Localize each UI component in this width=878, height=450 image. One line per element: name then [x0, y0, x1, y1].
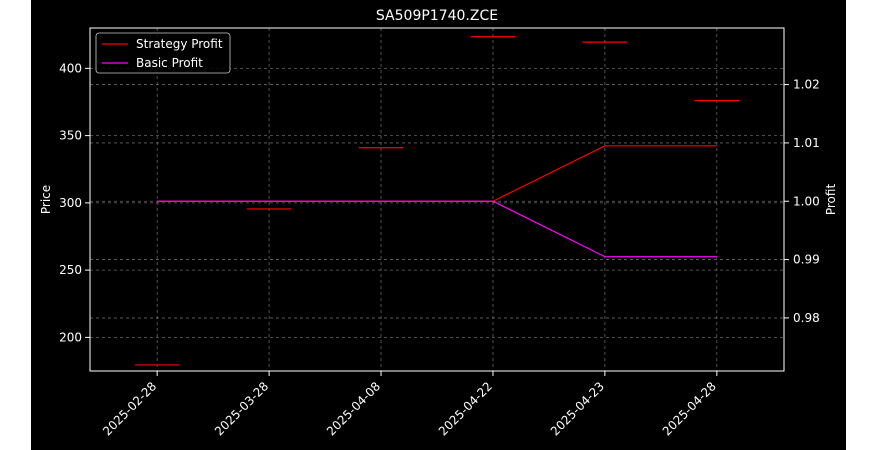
plot-frame	[89, 27, 785, 372]
x-tick-label: 2025-04-23	[548, 379, 607, 438]
x-tick-label: 2025-02-28	[100, 379, 159, 438]
series-line-basic-profit	[157, 200, 717, 258]
y-axis-label-right: Profit	[824, 184, 838, 216]
x-tick-label: 2025-04-08	[324, 379, 383, 438]
chart-canvas: 2025-02-28 2025-03-28 2025-04-08 2025-04-22…	[31, 0, 846, 450]
legend-box	[95, 32, 231, 74]
y-tick-label-right: 0.99	[793, 253, 820, 267]
x-tick-label: 2025-03-28	[212, 379, 271, 438]
x-tick-label: 2025-04-28	[660, 379, 719, 438]
series-line-strategy-profit	[157, 145, 717, 202]
axis-layer: 2025-02-28 2025-03-28 2025-04-08 2025-04-22…	[59, 61, 820, 438]
grid-layer	[90, 28, 784, 371]
legend-label: Basic Profit	[136, 56, 203, 70]
y-tick-label-left: 200	[59, 330, 82, 344]
y-tick-label-right: 1.02	[793, 78, 820, 92]
chart-title: SA509P1740.ZCE	[376, 8, 498, 24]
y-axis-label-left: Price	[39, 185, 53, 214]
y-tick-label-left: 350	[59, 129, 82, 143]
data-layer	[134, 36, 740, 366]
y-tick-label-left: 300	[59, 196, 82, 210]
legend-label: Strategy Profit	[136, 37, 223, 51]
y-tick-label-right: 1.00	[793, 194, 820, 208]
x-tick-label: 2025-04-22	[436, 379, 495, 438]
y-tick-label-left: 400	[59, 61, 82, 75]
chart-svg: 2025-02-28 2025-03-28 2025-04-08 2025-04-22…	[39, 8, 838, 438]
legend: Strategy Profit Basic Profit	[95, 32, 231, 74]
y-tick-label-left: 250	[59, 263, 82, 277]
y-tick-label-right: 0.98	[793, 311, 820, 325]
y-tick-label-right: 1.01	[793, 136, 820, 150]
